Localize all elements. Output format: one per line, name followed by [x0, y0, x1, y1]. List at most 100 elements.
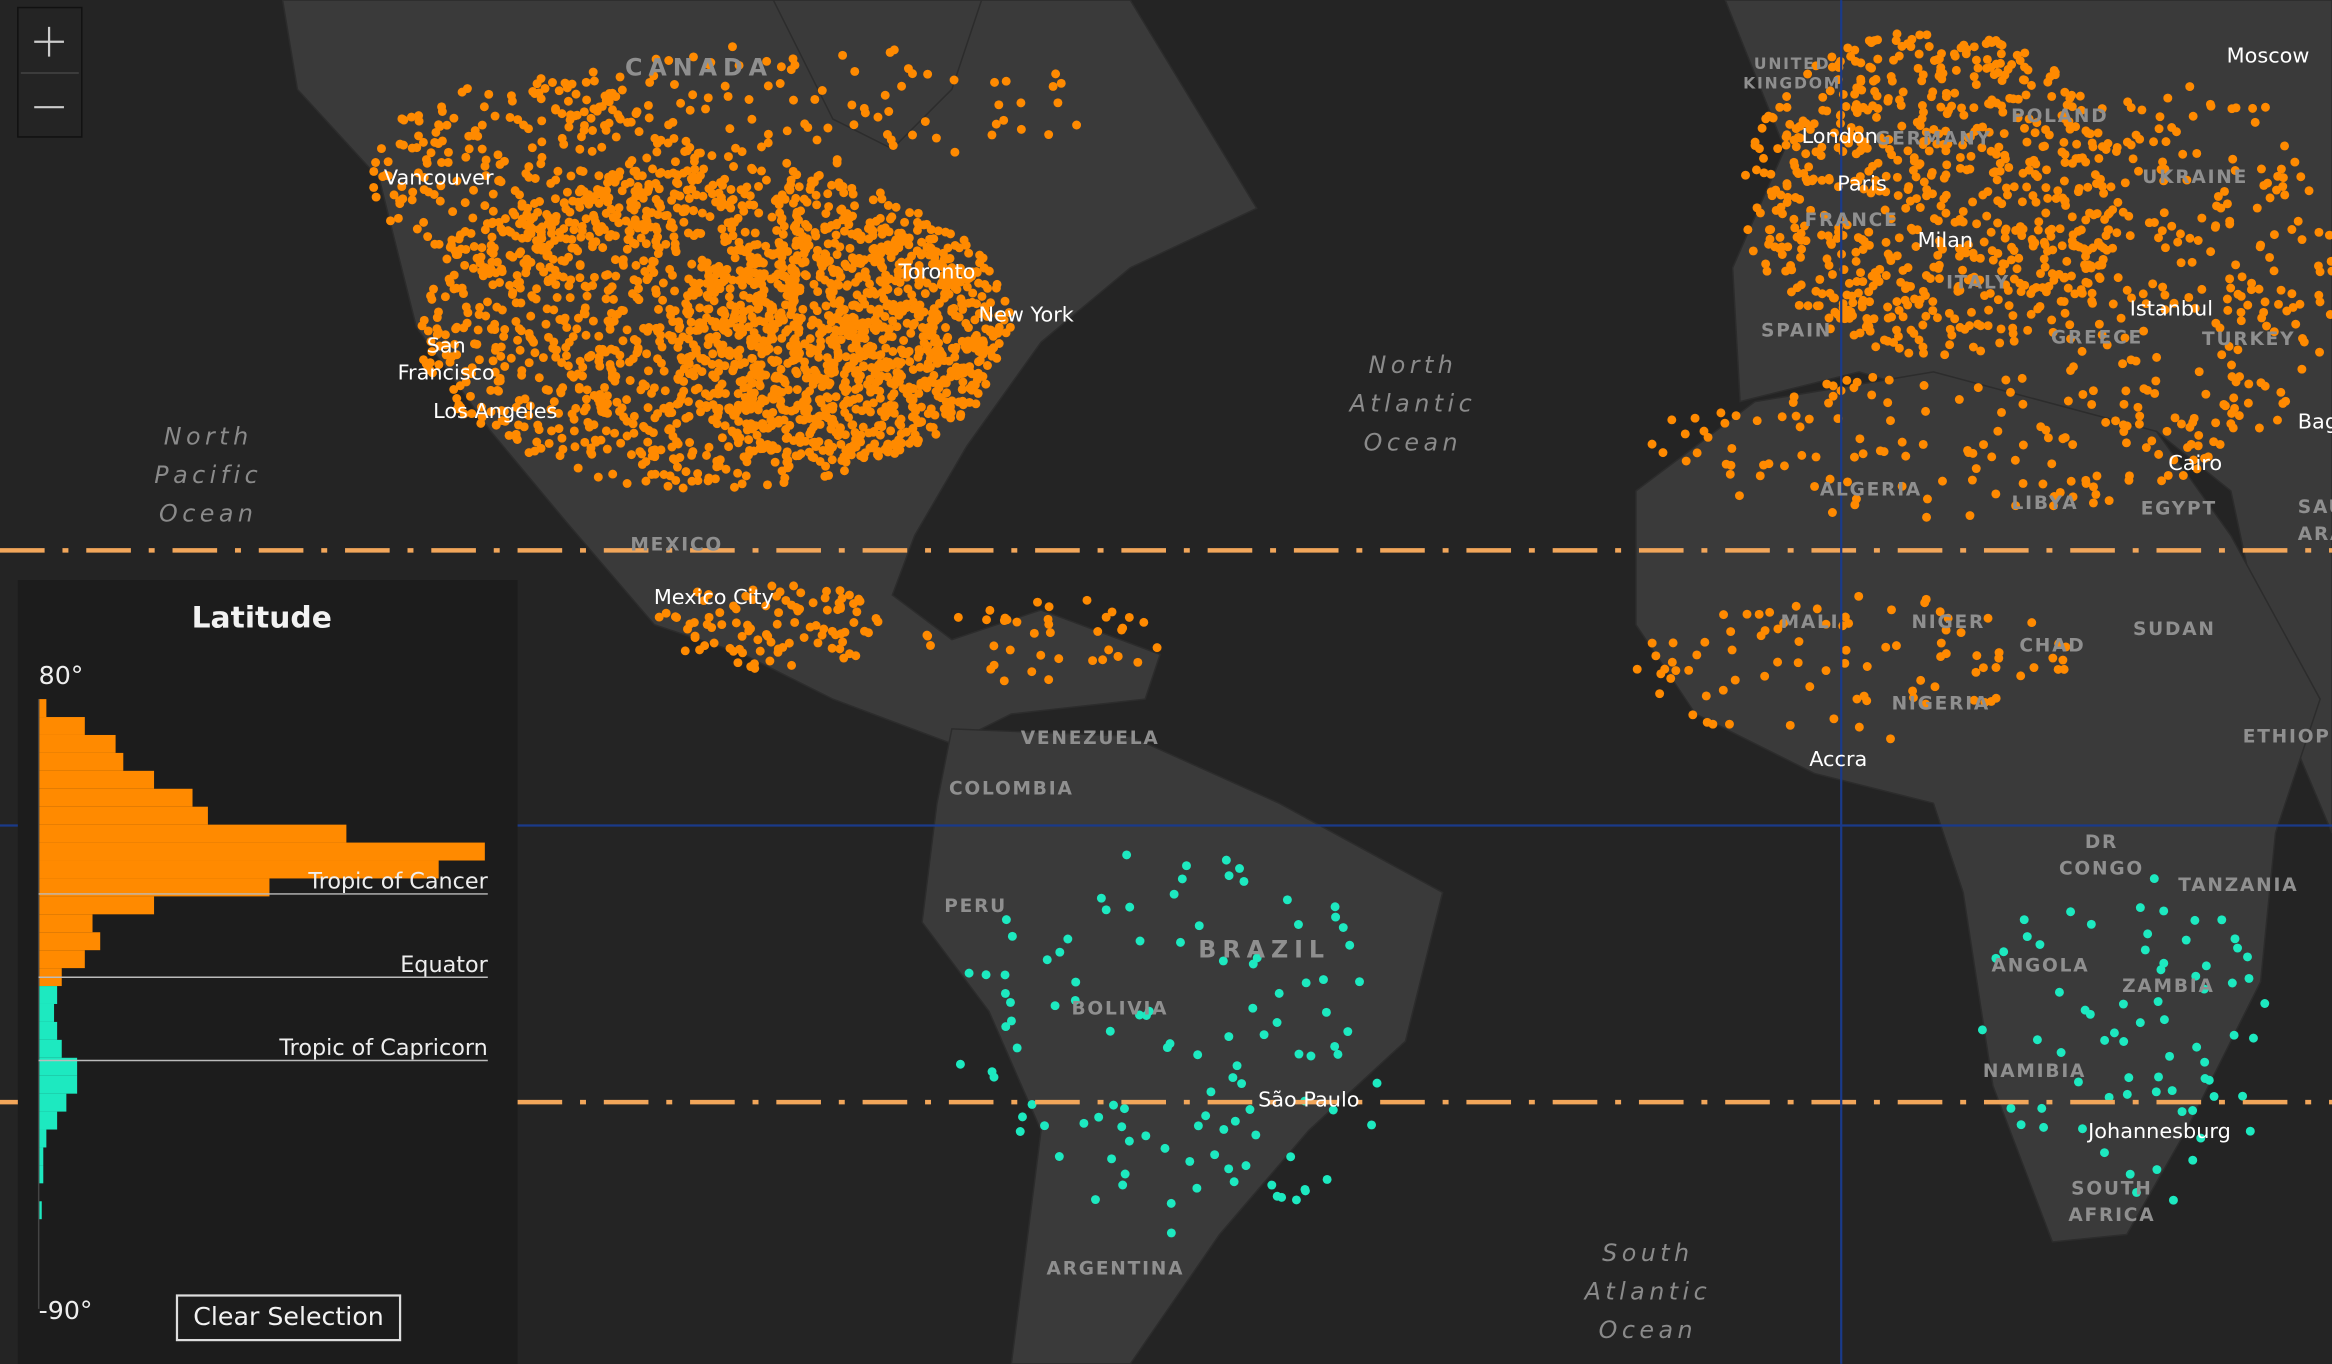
city-dot: [905, 357, 915, 367]
city-dot: [2059, 137, 2069, 147]
city-dot: [490, 111, 500, 121]
city-dot: [910, 403, 920, 413]
city-dot: [2081, 478, 2091, 488]
city-dot: [927, 308, 937, 318]
city-dot: [508, 252, 518, 262]
city-dot: [1852, 377, 1862, 387]
city-dot: [826, 290, 836, 300]
city-dot: [2204, 1075, 2214, 1085]
city-dot: [741, 471, 751, 481]
label-line: VENEZUELA: [1021, 727, 1160, 748]
city-dot: [2020, 48, 2030, 58]
city-dot: [1955, 251, 1964, 261]
city-dot: [954, 312, 964, 322]
city-dot: [2186, 439, 2196, 449]
city-dot: [1973, 63, 1983, 73]
city-dot: [847, 264, 857, 273]
city-dot: [939, 378, 949, 388]
city-dot: [1096, 893, 1106, 903]
city-dot: [414, 131, 424, 141]
label-line: SUDAN: [2133, 619, 2216, 640]
city-dot: [2141, 299, 2151, 309]
city-dot: [1999, 947, 2009, 957]
city-dot: [1921, 406, 1931, 416]
city-dot: [848, 420, 858, 430]
city-dot: [610, 428, 620, 438]
city-dot: [695, 303, 705, 313]
city-dot: [1936, 638, 1946, 648]
label-line: North: [164, 422, 253, 450]
map-label: North Pacific Ocean: [154, 422, 262, 527]
city-dot: [889, 408, 899, 418]
city-dot: [575, 144, 585, 154]
city-dot: [550, 194, 560, 204]
city-dot: [514, 324, 524, 333]
city-dot: [729, 314, 739, 324]
button-label[interactable]: Clear Selection: [193, 1302, 384, 1331]
city-dot: [1871, 74, 1881, 84]
city-dot: [419, 315, 429, 325]
city-dot: [962, 282, 972, 292]
city-dot: [1893, 191, 1903, 200]
city-dot: [750, 335, 760, 345]
city-dot: [457, 87, 467, 97]
city-dot: [629, 335, 639, 344]
histogram-bar: [38, 752, 124, 771]
city-dot: [575, 166, 585, 176]
city-dot: [714, 280, 724, 290]
city-dot: [463, 308, 473, 318]
city-dot: [629, 275, 639, 285]
city-dot: [449, 385, 459, 394]
city-dot: [614, 218, 624, 228]
city-dot: [2192, 1042, 2202, 1052]
city-dot: [2280, 141, 2290, 151]
city-dot: [2085, 1009, 2095, 1019]
city-dot: [1998, 259, 2008, 269]
histogram-bar: [38, 1075, 78, 1094]
city-dot: [953, 612, 963, 622]
city-dot: [891, 202, 901, 212]
city-dot: [1122, 850, 1132, 860]
city-dot: [871, 613, 881, 623]
clear-selection-button[interactable]: Clear Selection: [175, 1294, 402, 1342]
city-dot: [1773, 144, 1783, 154]
city-dot: [1044, 602, 1054, 612]
histogram[interactable]: [37, 699, 485, 1309]
city-dot: [664, 120, 674, 130]
city-dot: [1071, 977, 1081, 987]
label-line: São Paulo: [1258, 1088, 1359, 1112]
city-dot: [1993, 248, 2003, 258]
city-dot: [1797, 244, 1807, 254]
city-dot: [1958, 206, 1968, 216]
city-dot: [1029, 628, 1039, 638]
city-dot: [673, 342, 683, 352]
city-dot: [756, 142, 766, 152]
city-dot: [1005, 645, 1015, 655]
city-dot: [2035, 301, 2045, 311]
city-dot: [724, 292, 734, 302]
city-dot: [801, 392, 811, 402]
city-dot: [643, 437, 653, 447]
city-dot: [690, 385, 700, 395]
city-dot: [557, 255, 567, 265]
city-dot: [950, 147, 960, 157]
city-dot: [866, 304, 876, 314]
city-dot: [870, 439, 880, 449]
city-dot: [2121, 386, 2131, 396]
city-dot: [2013, 113, 2023, 123]
city-dot: [878, 335, 888, 345]
city-dot: [800, 357, 810, 367]
city-dot: [667, 335, 677, 345]
city-dot: [1971, 667, 1981, 677]
city-dot: [987, 130, 997, 140]
city-dot: [1919, 381, 1929, 390]
city-dot: [419, 217, 429, 227]
city-dot: [487, 232, 497, 242]
city-dot: [1144, 1006, 1154, 1016]
city-dot: [2090, 170, 2100, 180]
city-dot: [1719, 610, 1729, 620]
city-dot: [2008, 328, 2018, 338]
zoom-in-button[interactable]: [34, 26, 64, 57]
city-dot: [1881, 642, 1891, 652]
